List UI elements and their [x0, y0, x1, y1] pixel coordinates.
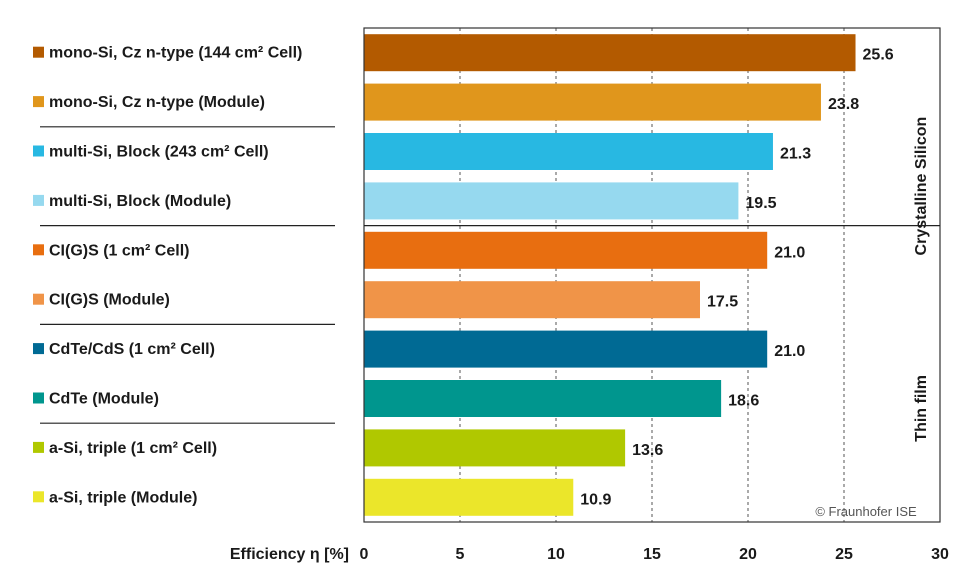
group-label: Thin film — [913, 375, 930, 442]
x-tick-label: 25 — [835, 546, 853, 563]
plot-frame — [363, 27, 941, 523]
category-label: multi-Si, Block (243 cm² Cell) — [49, 144, 269, 161]
category-label: CI(G)S (Module) — [49, 292, 170, 309]
bar-value-label: 21.0 — [774, 343, 805, 360]
bar — [364, 330, 768, 368]
category-label: multi-Si, Block (Module) — [49, 193, 231, 210]
bar-value-label: 18.6 — [728, 393, 759, 410]
bar-value-label: 21.0 — [774, 244, 805, 261]
category-label: mono-Si, Cz n-type (Module) — [49, 94, 265, 111]
bar — [364, 182, 739, 220]
group-labels: Crystalline Silicon Thin film — [364, 117, 940, 442]
x-tick-label: 30 — [931, 546, 949, 563]
bar — [364, 231, 768, 269]
x-axis-title: Efficiency η [%] — [230, 546, 349, 563]
legend-swatch — [33, 96, 44, 108]
bar-value-label: 13.6 — [632, 442, 663, 459]
legend-swatch — [33, 491, 44, 503]
legend-swatch — [33, 343, 44, 355]
legend-swatch — [33, 145, 44, 157]
bar-value-label: 25.6 — [863, 47, 894, 64]
bar — [364, 83, 821, 121]
group-label: Crystalline Silicon — [913, 117, 930, 256]
legend-swatch — [33, 441, 44, 453]
legend-swatch — [33, 194, 44, 206]
category-label: CdTe/CdS (1 cm² Cell) — [49, 341, 215, 358]
bar — [364, 478, 574, 516]
x-tick-label: 20 — [739, 546, 757, 563]
legend-swatch — [33, 392, 44, 404]
bar-value-label: 21.3 — [780, 146, 811, 163]
bar-value-label: 10.9 — [580, 491, 611, 508]
bar-value-label: 19.5 — [745, 195, 776, 212]
legend-swatch — [33, 293, 44, 305]
bars: 25.6 23.8 21.3 19.5 21.0 17.5 21.0 18.6 13.6 10.9 — [364, 34, 894, 516]
category-label: CdTe (Module) — [49, 391, 159, 408]
legend-swatch — [33, 244, 44, 256]
bar — [364, 34, 856, 72]
copyright-note: © Fraunhofer ISE — [815, 504, 917, 519]
bar — [364, 429, 626, 467]
x-tick-label: 5 — [456, 546, 465, 563]
x-tick-label: 15 — [643, 546, 661, 563]
category-label: a-Si, triple (Module) — [49, 489, 197, 506]
x-tick-label: 0 — [360, 546, 369, 563]
category-label: a-Si, triple (1 cm² Cell) — [49, 440, 217, 457]
category-label: mono-Si, Cz n-type (144 cm² Cell) — [49, 45, 302, 62]
legend-swatch — [33, 46, 44, 58]
bar-value-label: 17.5 — [707, 294, 738, 311]
bar-value-label: 23.8 — [828, 96, 859, 113]
x-tick-label: 10 — [547, 546, 565, 563]
category-labels: mono-Si, Cz n-type (144 cm² Cell) mono-Si… — [33, 45, 335, 506]
bar — [364, 133, 773, 170]
x-axis: 0 5 10 15 20 25 30 Efficiency η [%] — [230, 27, 949, 563]
category-label: CI(G)S (1 cm² Cell) — [49, 242, 189, 259]
bar — [364, 380, 722, 417]
bar — [364, 281, 700, 319]
